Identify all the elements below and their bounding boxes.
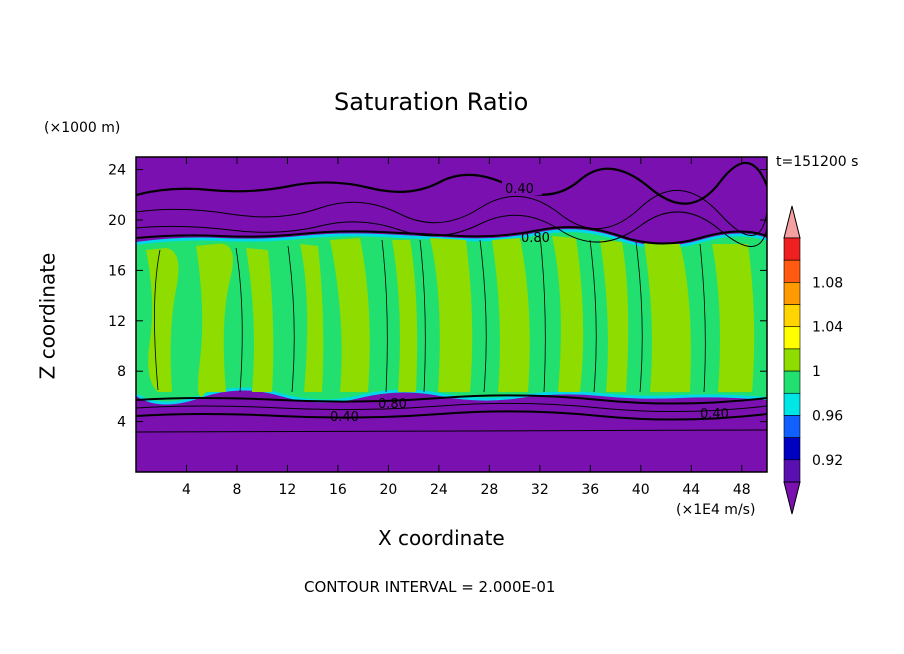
plot-area xyxy=(136,157,767,472)
contour-label-group: 0.40 0.80 0.80 0.40 0.40 xyxy=(330,180,729,425)
y-tick-label: 24 xyxy=(108,163,126,179)
contour-label: 0.40 xyxy=(330,410,359,425)
y-unit-label: (×1000 m) xyxy=(44,120,121,136)
colorbar: 1.08 1.04 1 0.96 0.92 xyxy=(783,205,843,515)
colorbar-top-arrow xyxy=(783,205,801,239)
contour-interval-footer: CONTOUR INTERVAL = 2.000E-01 xyxy=(304,578,556,596)
colorbar-swatch xyxy=(783,459,801,483)
plot-frame xyxy=(135,156,768,473)
colorbar-swatch xyxy=(783,282,801,305)
time-label: t=151200 s xyxy=(776,154,859,170)
contour-label: 0.40 xyxy=(700,407,729,422)
x-tick-label: 28 xyxy=(480,482,498,498)
x-tick-label: 16 xyxy=(329,482,347,498)
colorbar-label: 1.04 xyxy=(812,320,843,336)
colorbar-swatch xyxy=(783,237,801,261)
colorbar-label: 1 xyxy=(812,364,821,380)
y-axis: 4 8 12 16 20 24 xyxy=(108,163,767,431)
cloud-streaks xyxy=(146,236,755,397)
x-axis: 4 8 12 16 20 24 28 32 36 40 44 48 xyxy=(182,157,751,498)
colorbar-label: 0.96 xyxy=(812,408,843,424)
contour-label: 0.40 xyxy=(505,182,534,197)
colorbar-swatch xyxy=(783,304,801,328)
y-tick-label: 16 xyxy=(108,263,126,279)
colorbar-label: 0.92 xyxy=(812,453,843,469)
colorbar-swatch xyxy=(783,370,801,394)
colorbar-swatch xyxy=(783,259,801,283)
x-tick-label: 24 xyxy=(430,482,448,498)
colorbar-swatch xyxy=(783,392,801,416)
x-tick-label: 12 xyxy=(279,482,297,498)
y-tick-label: 4 xyxy=(117,415,126,431)
x-unit-label: (×1E4 m/s) xyxy=(676,502,756,518)
contour-label: 0.80 xyxy=(521,231,550,246)
x-tick-label: 4 xyxy=(182,482,191,498)
contour-label: 0.80 xyxy=(378,397,407,412)
x-tick-label: 44 xyxy=(682,482,700,498)
x-axis-label: X coordinate xyxy=(378,526,505,550)
x-tick-label: 48 xyxy=(733,482,751,498)
y-tick-label: 12 xyxy=(108,314,126,330)
colorbar-swatch xyxy=(783,437,801,461)
y-tick-label: 8 xyxy=(117,364,126,380)
chart-title: Saturation Ratio xyxy=(334,88,529,116)
colorbar-bottom-arrow xyxy=(783,481,801,515)
x-tick-label: 20 xyxy=(379,482,397,498)
x-tick-label: 8 xyxy=(232,482,241,498)
colorbar-swatch xyxy=(783,415,801,438)
x-tick-label: 32 xyxy=(531,482,549,498)
y-tick-label: 20 xyxy=(108,213,126,229)
colorbar-label: 1.08 xyxy=(812,275,843,291)
x-tick-label: 36 xyxy=(581,482,599,498)
contour-lines xyxy=(136,161,767,433)
colorbar-swatch xyxy=(783,326,801,350)
colorbar-swatch xyxy=(783,348,801,372)
x-tick-label: 40 xyxy=(632,482,650,498)
